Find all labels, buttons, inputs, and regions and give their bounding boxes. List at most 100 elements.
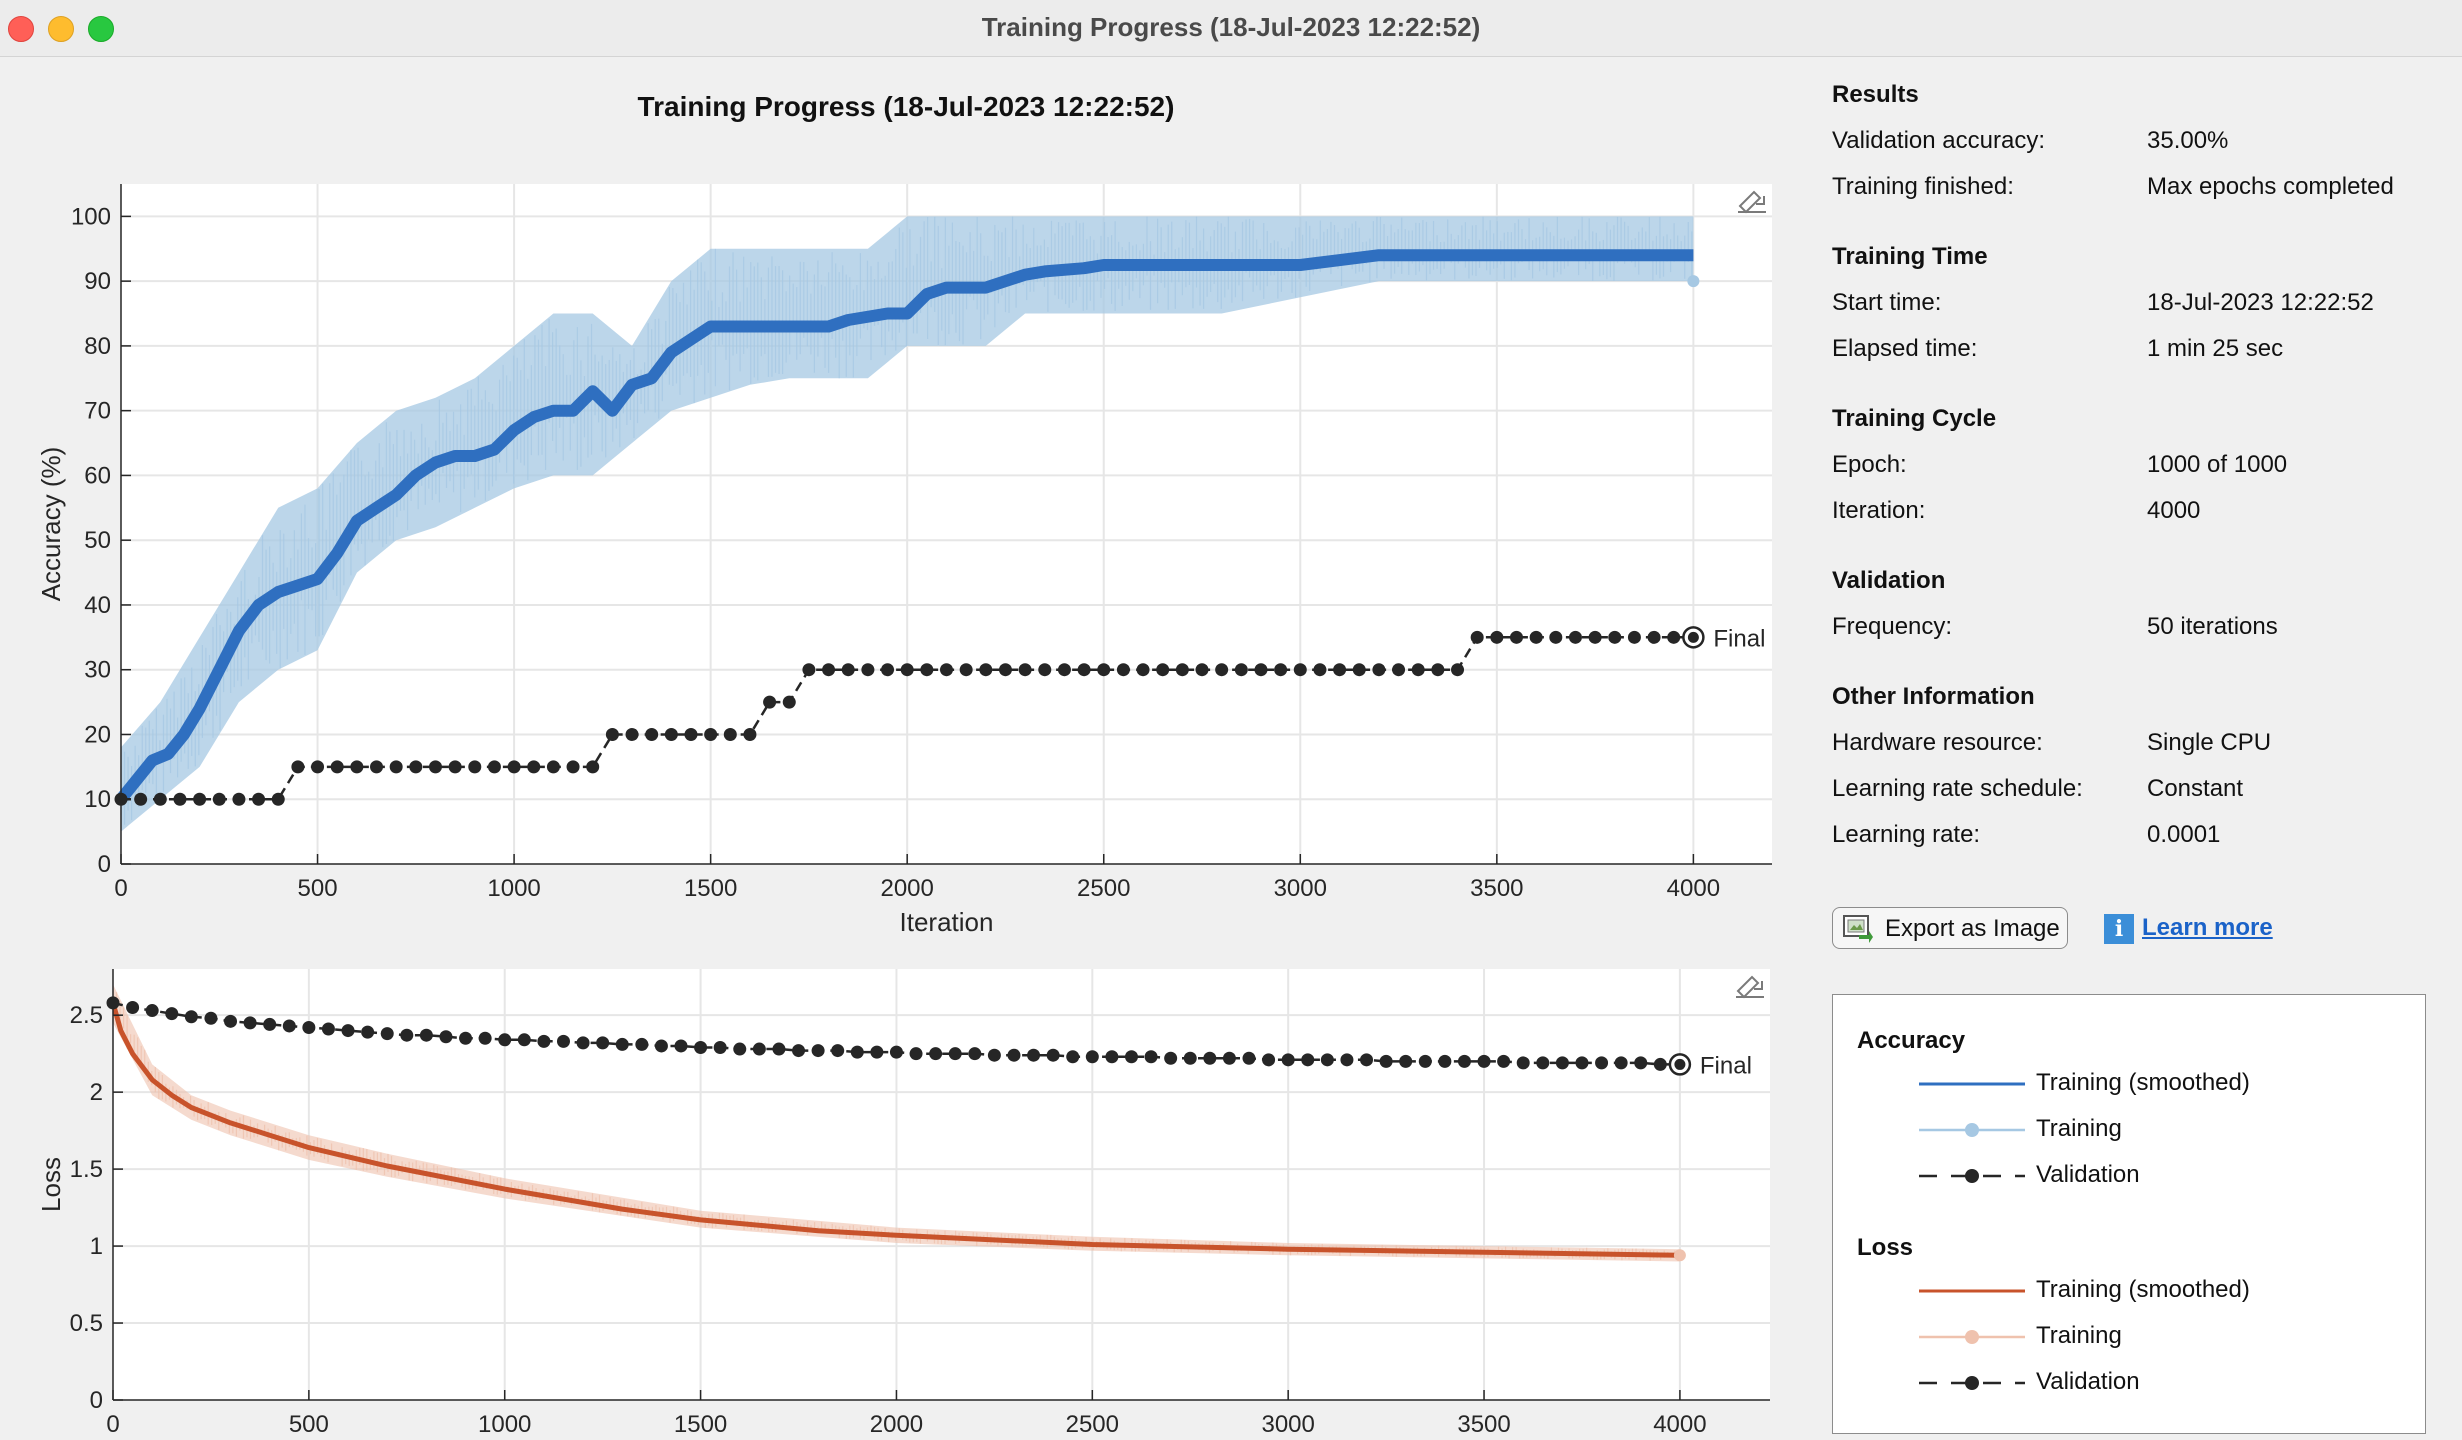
results-row-value: 50 iterations	[2147, 613, 2278, 640]
validation-point	[596, 1036, 610, 1050]
main-area: Training Progress (18-Jul-2023 12:22:52)…	[0, 57, 2462, 1440]
x-tick-label: 0	[114, 875, 127, 902]
training-final-point	[1687, 275, 1700, 288]
y-tick-label: 80	[84, 333, 111, 360]
validation-point	[1457, 1054, 1471, 1068]
validation-point	[782, 695, 796, 709]
validation-point	[811, 1044, 825, 1058]
validation-point	[546, 760, 560, 774]
x-tick-label: 2500	[1066, 1411, 1119, 1438]
training-smoothed-line	[116, 249, 1694, 803]
y-tick-label: 0.5	[70, 1310, 103, 1337]
validation-point	[841, 663, 855, 677]
validation-point	[1066, 1050, 1080, 1064]
y-tick-label: 30	[84, 657, 111, 684]
validation-point	[527, 760, 541, 774]
validation-point	[615, 1037, 629, 1051]
x-tick-label: 500	[298, 875, 338, 902]
y-tick-label: 2	[90, 1079, 103, 1106]
validation-point	[487, 760, 501, 774]
validation-point	[1575, 1056, 1589, 1070]
validation-point	[1281, 1053, 1295, 1067]
x-tick-label: 4000	[1667, 875, 1720, 902]
accuracy-x-label: Iteration	[900, 907, 994, 937]
validation-point	[1529, 630, 1543, 644]
validation-point	[1136, 663, 1150, 677]
validation-point	[224, 1014, 238, 1028]
validation-point	[1320, 1053, 1334, 1067]
validation-point	[566, 760, 580, 774]
results-row-label: Start time:	[1832, 289, 1942, 316]
loss-training-smoothed	[110, 1002, 1686, 1262]
validation-point	[684, 727, 698, 741]
validation-point	[1555, 1056, 1569, 1070]
maximize-window-button[interactable]	[88, 16, 114, 42]
legend-swatch	[1919, 1289, 2025, 1293]
validation-point	[1352, 663, 1366, 677]
edit-axes-icon[interactable]	[1734, 186, 1770, 218]
validation-point	[870, 1045, 884, 1059]
results-row: Training finished: Max epochs completed	[1832, 164, 2432, 210]
x-tick-label: 500	[289, 1411, 329, 1438]
validation-point	[1667, 630, 1681, 644]
results-row-value: Single CPU	[2147, 729, 2272, 756]
results-row-value: Constant	[2147, 775, 2244, 802]
validation-point	[979, 663, 993, 677]
validation-point	[1038, 663, 1052, 677]
legend-item-label: Validation	[2036, 1368, 2140, 1395]
x-tick-label: 2000	[870, 1411, 923, 1438]
validation-point	[1509, 630, 1523, 644]
training-band-area	[113, 984, 1680, 1262]
validation-point	[173, 792, 187, 806]
legend-item: Training	[1833, 1107, 2425, 1153]
validation-point	[448, 760, 462, 774]
x-tick-label: 2500	[1077, 875, 1130, 902]
results-row: Hardware resource: Single CPU	[1832, 720, 2432, 766]
validation-final-point-core	[1687, 631, 1699, 643]
export-as-image-button[interactable]: Export as Image	[1832, 907, 2068, 949]
validation-point	[1057, 663, 1071, 677]
accuracy-axes: 0 500 1000 1500 2000 2500 3000 3500 4000 0 10 20 30 4…	[71, 184, 1772, 902]
validation-point	[1477, 1054, 1491, 1068]
loss-validation	[106, 996, 1692, 1076]
validation-point	[498, 1033, 512, 1047]
validation-point	[723, 727, 737, 741]
loss-plot-area	[113, 969, 1770, 1400]
validation-point	[389, 760, 403, 774]
validation-point	[1379, 1054, 1393, 1068]
y-tick-label: 70	[84, 398, 111, 425]
validation-point	[920, 663, 934, 677]
validation-point	[1156, 663, 1170, 677]
results-row: Elapsed time: 1 min 25 sec	[1832, 326, 2432, 372]
legend-swatch	[1919, 1376, 2025, 1390]
validation-point	[1549, 630, 1563, 644]
results-row-value: 1000 of 1000	[2147, 451, 2288, 478]
export-image-icon	[1843, 915, 1873, 943]
validation-point	[1360, 1053, 1374, 1067]
validation-point	[802, 663, 816, 677]
validation-point	[1490, 630, 1504, 644]
validation-point	[881, 663, 895, 677]
results-row-label: Training finished:	[1832, 173, 2014, 200]
validation-point	[733, 1042, 747, 1056]
legend-item-label: Training	[2036, 1322, 2122, 1349]
edit-axes-icon[interactable]	[1732, 971, 1768, 1003]
validation-point	[1399, 1054, 1413, 1068]
validation-point	[752, 1042, 766, 1056]
results-section-title: Training Cycle	[1832, 405, 1997, 432]
validation-point	[1411, 663, 1425, 677]
validation-point	[889, 1045, 903, 1059]
validation-point	[1516, 1056, 1530, 1070]
close-window-button[interactable]	[8, 16, 34, 42]
validation-point	[271, 792, 285, 806]
validation-point	[1372, 663, 1386, 677]
results-row: Frequency: 50 iterations	[1832, 604, 2432, 650]
validation-point	[1116, 663, 1130, 677]
results-section-title: Validation	[1832, 567, 1946, 594]
results-row: Learning rate schedule: Constant	[1832, 766, 2432, 812]
validation-point	[576, 1036, 590, 1050]
validation-point	[940, 663, 953, 677]
validation-point	[900, 663, 914, 677]
x-tick-label: 1500	[684, 875, 737, 902]
minimize-window-button[interactable]	[48, 16, 74, 42]
